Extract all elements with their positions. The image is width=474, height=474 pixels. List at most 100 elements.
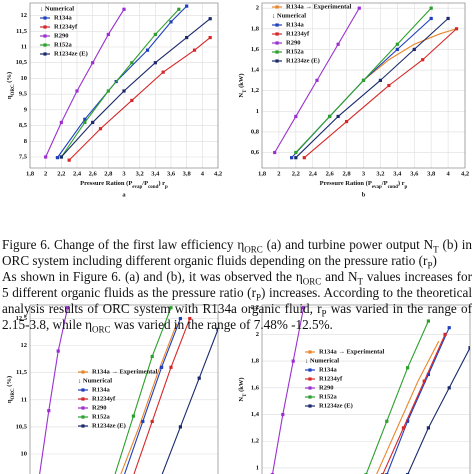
y-tick-label: 0,8: [251, 128, 260, 135]
series-line: [45, 8, 125, 158]
y-tick-label: 10: [21, 450, 28, 457]
point: [412, 47, 416, 52]
point: [429, 6, 433, 10]
paragraph: As shown in Figure 6. (a) and (b), it wa…: [2, 269, 472, 335]
point: [185, 35, 189, 40]
subscript: p: [405, 185, 408, 190]
point: [281, 412, 285, 417]
legend-label: R134a: [286, 21, 304, 28]
series-line: [120, 323, 178, 474]
y-tick-label: 1,6: [251, 384, 260, 391]
y-tick-label: 10,5: [16, 423, 28, 430]
series-line: [161, 329, 218, 474]
point: [59, 120, 63, 125]
subscript: ORC: [11, 388, 16, 400]
subscript: P: [321, 308, 327, 319]
y-tick-label: 10,5: [16, 59, 28, 66]
subscript: cond: [148, 185, 159, 190]
subscript: T: [357, 276, 364, 287]
point: [290, 156, 294, 160]
subscript: evap: [132, 185, 142, 190]
x-tick-label: 2: [44, 170, 47, 177]
series-line: [114, 307, 172, 474]
legend-marker: [81, 388, 85, 392]
point: [443, 332, 447, 336]
y-tick-label: 2: [256, 5, 259, 12]
point: [178, 316, 182, 321]
point: [387, 83, 391, 88]
text-part: /P: [141, 180, 148, 187]
y-tick-label: 7,5: [19, 153, 28, 160]
point: [150, 354, 154, 359]
x-tick-label: 2,2: [292, 170, 300, 177]
legend-marker: [308, 377, 312, 381]
x-tick-label: 3: [122, 170, 126, 177]
point: [106, 32, 110, 37]
legend-marker: [308, 350, 312, 354]
subscript: p: [165, 185, 168, 190]
subscript: T: [243, 89, 248, 93]
y-axis-label: NT (kW): [238, 73, 247, 97]
point: [216, 327, 218, 331]
y-tick-label: 11: [21, 43, 27, 50]
text-part: Figure 6. Change of the first law effici…: [2, 237, 245, 252]
point: [122, 7, 126, 11]
series-line: [295, 18, 449, 159]
point: [98, 127, 103, 131]
y-tick-label: 1: [256, 464, 259, 471]
point: [429, 16, 433, 21]
x-tick-label: 4,2: [214, 170, 222, 177]
point: [378, 78, 383, 82]
point: [454, 27, 459, 31]
y-tick-label: 10: [21, 75, 28, 82]
legend-marker: [308, 386, 312, 390]
series-line: [39, 307, 69, 474]
text-part: (%): [6, 376, 13, 388]
series-line: [376, 340, 440, 474]
series-line: [68, 37, 211, 161]
text-part: ) r: [158, 180, 165, 187]
point: [47, 409, 51, 413]
point: [468, 346, 470, 350]
legend-label: R1234ze (E): [92, 422, 126, 429]
y-axis-label: NT (kW): [238, 377, 247, 401]
point: [357, 6, 361, 10]
subscript: P: [255, 292, 261, 303]
legend-marker: [81, 397, 85, 401]
subscript: ORC: [92, 324, 111, 335]
text-part: /P: [381, 180, 388, 187]
point: [160, 365, 164, 369]
x-tick-label: 3,8: [427, 170, 436, 177]
text-part: was varied in the range of 2.15-3.8, whi…: [2, 301, 472, 332]
text-part: (b) in ORC system including different or…: [2, 237, 472, 268]
legend-label: R1234ze (E): [286, 57, 320, 64]
x-tick-label: 1,8: [258, 170, 267, 177]
series-line: [407, 347, 470, 474]
text-part: As shown in Figure 6. (a) and (b), it wa…: [2, 269, 303, 284]
point: [197, 376, 201, 380]
point: [150, 419, 154, 424]
point: [75, 89, 79, 93]
legend-label: R1234ze (E): [319, 402, 353, 409]
x-tick-label: 4,2: [461, 170, 469, 177]
x-tick-label: 2,6: [89, 170, 98, 177]
subscript: cond: [388, 185, 399, 190]
legend-label: R134a → Experimental: [319, 348, 385, 355]
point: [291, 359, 295, 363]
subscript: ORC: [11, 84, 16, 96]
y-tick-label: 1,4: [251, 411, 260, 418]
point: [447, 386, 451, 390]
text-part: and N: [321, 269, 358, 284]
legend-label: R134a → Experimental: [92, 368, 158, 375]
point: [426, 319, 430, 323]
legend-marker: [308, 404, 312, 408]
legend-marker: [308, 368, 312, 372]
legend-marker: [81, 370, 85, 374]
text-part: (%): [6, 72, 13, 84]
y-tick-label: 9,5: [19, 91, 28, 98]
point: [422, 379, 426, 383]
text-part: η: [6, 399, 13, 403]
point: [421, 58, 425, 62]
point: [315, 78, 319, 82]
legend-marker: [43, 25, 47, 29]
